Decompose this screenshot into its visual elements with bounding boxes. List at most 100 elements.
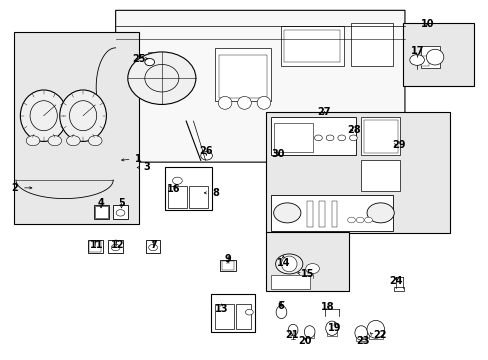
Ellipse shape: [257, 96, 270, 109]
Circle shape: [116, 210, 124, 216]
Bar: [221, 261, 234, 270]
Ellipse shape: [366, 320, 384, 338]
Circle shape: [26, 136, 40, 146]
Bar: [189, 186, 207, 208]
Circle shape: [347, 217, 355, 223]
Circle shape: [275, 254, 302, 274]
Bar: [266, 112, 449, 233]
Text: 22: 22: [372, 330, 386, 340]
Text: 28: 28: [347, 125, 361, 135]
Text: 18: 18: [321, 302, 334, 312]
Bar: [236, 303, 250, 329]
Ellipse shape: [354, 326, 367, 340]
Text: 30: 30: [271, 149, 285, 159]
Ellipse shape: [20, 90, 67, 141]
Text: 26: 26: [199, 146, 212, 156]
Circle shape: [66, 136, 80, 146]
Text: 11: 11: [89, 240, 103, 250]
Circle shape: [356, 217, 364, 223]
Text: 9: 9: [224, 253, 231, 264]
Circle shape: [245, 309, 253, 315]
Bar: [402, 23, 473, 86]
Text: 10: 10: [420, 18, 433, 28]
Text: 15: 15: [300, 269, 314, 279]
Circle shape: [144, 59, 154, 66]
Circle shape: [349, 135, 357, 141]
Text: 3: 3: [143, 162, 150, 172]
Circle shape: [305, 264, 319, 274]
Ellipse shape: [287, 324, 297, 336]
Ellipse shape: [127, 52, 196, 104]
Bar: [420, 46, 439, 68]
Circle shape: [148, 244, 157, 251]
Bar: [361, 160, 399, 191]
Bar: [271, 275, 309, 289]
Circle shape: [337, 135, 345, 141]
Polygon shape: [116, 10, 404, 162]
Text: 7: 7: [150, 240, 157, 250]
Bar: [145, 240, 160, 253]
Ellipse shape: [69, 101, 97, 131]
Ellipse shape: [60, 90, 106, 141]
Text: 20: 20: [298, 337, 311, 346]
Bar: [361, 117, 399, 155]
Bar: [164, 167, 211, 210]
Circle shape: [172, 177, 182, 184]
Text: 8: 8: [211, 188, 218, 198]
Bar: [88, 240, 102, 253]
Circle shape: [364, 217, 372, 223]
Circle shape: [314, 135, 322, 141]
Bar: [14, 32, 139, 224]
Bar: [368, 331, 382, 339]
Circle shape: [273, 203, 300, 223]
Text: 25: 25: [131, 54, 145, 64]
Bar: [215, 48, 271, 102]
Ellipse shape: [304, 326, 314, 338]
Circle shape: [48, 136, 61, 146]
Text: 1: 1: [135, 154, 142, 164]
Ellipse shape: [237, 96, 251, 109]
Bar: [108, 240, 122, 253]
Ellipse shape: [325, 321, 338, 336]
Text: 16: 16: [167, 184, 181, 194]
Text: 23: 23: [356, 337, 369, 346]
Ellipse shape: [276, 306, 286, 319]
Text: 6: 6: [277, 301, 283, 311]
Text: 21: 21: [285, 330, 298, 340]
Bar: [266, 232, 348, 291]
Text: 24: 24: [388, 276, 402, 286]
Ellipse shape: [281, 256, 296, 272]
Bar: [113, 205, 127, 219]
Bar: [305, 333, 313, 338]
Text: 12: 12: [111, 240, 124, 250]
Bar: [219, 55, 267, 98]
Bar: [220, 260, 235, 271]
Bar: [215, 303, 233, 329]
Bar: [351, 23, 392, 66]
Circle shape: [325, 135, 333, 141]
Bar: [271, 195, 392, 231]
Bar: [284, 30, 340, 62]
Bar: [319, 202, 325, 227]
Circle shape: [88, 136, 102, 146]
Text: 2: 2: [12, 183, 19, 193]
Bar: [363, 120, 397, 153]
Bar: [281, 26, 344, 66]
Bar: [393, 287, 404, 292]
Bar: [273, 123, 312, 152]
Ellipse shape: [218, 96, 231, 109]
Text: 27: 27: [317, 107, 330, 117]
Text: 19: 19: [327, 323, 341, 333]
Bar: [420, 56, 428, 66]
Text: 4: 4: [98, 198, 104, 208]
Bar: [271, 117, 356, 155]
Bar: [331, 202, 337, 227]
Text: 13: 13: [214, 303, 228, 314]
Circle shape: [201, 152, 212, 160]
Text: 5: 5: [118, 198, 124, 208]
Bar: [94, 205, 109, 219]
Bar: [95, 206, 108, 217]
Bar: [168, 186, 186, 208]
Bar: [148, 52, 151, 59]
Ellipse shape: [30, 101, 57, 131]
